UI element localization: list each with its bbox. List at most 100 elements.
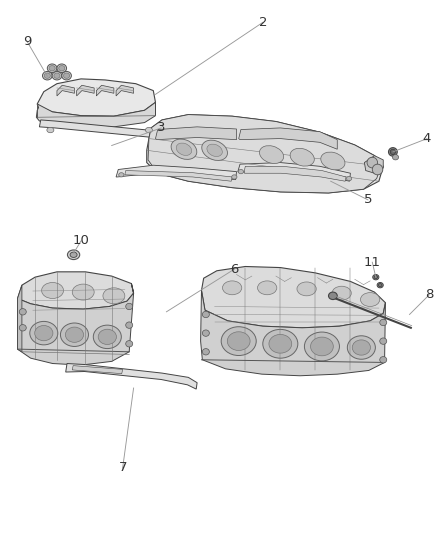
Ellipse shape <box>65 327 84 342</box>
Text: 6: 6 <box>230 263 239 276</box>
Text: 8: 8 <box>425 288 434 301</box>
Polygon shape <box>36 102 155 127</box>
Ellipse shape <box>35 326 53 341</box>
Ellipse shape <box>372 164 383 175</box>
Ellipse shape <box>57 64 67 72</box>
Ellipse shape <box>269 334 292 353</box>
Ellipse shape <box>145 127 152 133</box>
Ellipse shape <box>223 281 242 295</box>
Polygon shape <box>96 85 114 96</box>
Ellipse shape <box>126 303 133 310</box>
Ellipse shape <box>232 175 237 179</box>
Ellipse shape <box>47 64 57 72</box>
Ellipse shape <box>297 282 316 296</box>
Text: 10: 10 <box>73 235 89 247</box>
Ellipse shape <box>380 357 387 363</box>
Ellipse shape <box>19 325 26 331</box>
Polygon shape <box>244 166 346 181</box>
Ellipse shape <box>390 149 396 155</box>
Ellipse shape <box>332 286 351 300</box>
Polygon shape <box>238 163 350 181</box>
Ellipse shape <box>59 66 65 71</box>
Ellipse shape <box>126 322 133 328</box>
Polygon shape <box>155 127 237 140</box>
Ellipse shape <box>304 332 339 361</box>
Ellipse shape <box>42 282 64 298</box>
Ellipse shape <box>374 276 378 279</box>
Ellipse shape <box>202 140 227 160</box>
Ellipse shape <box>64 73 70 78</box>
Ellipse shape <box>321 152 345 170</box>
Ellipse shape <box>52 71 62 80</box>
Ellipse shape <box>202 330 209 336</box>
Ellipse shape <box>392 155 399 160</box>
Ellipse shape <box>380 338 387 344</box>
Ellipse shape <box>72 284 94 300</box>
Ellipse shape <box>202 349 209 355</box>
Ellipse shape <box>346 176 352 181</box>
Ellipse shape <box>44 73 50 78</box>
Ellipse shape <box>54 73 60 78</box>
Polygon shape <box>39 120 167 140</box>
Ellipse shape <box>263 329 298 358</box>
Polygon shape <box>77 85 94 96</box>
Polygon shape <box>148 115 381 193</box>
Ellipse shape <box>30 321 58 345</box>
Text: 7: 7 <box>118 462 127 474</box>
Ellipse shape <box>98 329 117 344</box>
Ellipse shape <box>207 144 223 157</box>
Text: 2: 2 <box>258 16 267 29</box>
Ellipse shape <box>103 288 125 304</box>
Ellipse shape <box>221 327 256 356</box>
Polygon shape <box>201 290 385 376</box>
Ellipse shape <box>311 337 333 356</box>
Ellipse shape <box>126 341 133 347</box>
Ellipse shape <box>67 250 80 260</box>
Ellipse shape <box>119 173 124 177</box>
Ellipse shape <box>378 284 382 287</box>
Ellipse shape <box>259 146 284 164</box>
Polygon shape <box>125 171 232 181</box>
Text: 9: 9 <box>23 35 32 48</box>
Ellipse shape <box>389 148 397 156</box>
Polygon shape <box>147 115 383 193</box>
Text: 5: 5 <box>364 193 372 206</box>
Ellipse shape <box>238 169 244 174</box>
Ellipse shape <box>227 332 250 351</box>
Polygon shape <box>18 272 134 309</box>
Polygon shape <box>201 266 385 328</box>
Ellipse shape <box>93 325 121 349</box>
Text: 11: 11 <box>364 256 381 269</box>
Polygon shape <box>18 285 22 352</box>
Polygon shape <box>364 156 383 173</box>
Ellipse shape <box>352 340 371 355</box>
Polygon shape <box>239 128 337 149</box>
Ellipse shape <box>377 282 383 288</box>
Text: 4: 4 <box>423 132 431 145</box>
Ellipse shape <box>258 281 277 295</box>
Polygon shape <box>66 364 197 389</box>
Polygon shape <box>72 366 123 374</box>
Ellipse shape <box>347 336 375 359</box>
Ellipse shape <box>290 148 314 166</box>
Ellipse shape <box>49 66 55 71</box>
Polygon shape <box>116 85 134 96</box>
Ellipse shape <box>171 139 197 159</box>
Ellipse shape <box>47 127 54 133</box>
Ellipse shape <box>380 319 387 326</box>
Ellipse shape <box>202 311 209 318</box>
Ellipse shape <box>367 157 378 168</box>
Polygon shape <box>18 284 134 365</box>
Ellipse shape <box>42 71 52 80</box>
Ellipse shape <box>360 293 380 306</box>
Ellipse shape <box>176 143 192 156</box>
Polygon shape <box>116 165 237 180</box>
Ellipse shape <box>373 274 379 280</box>
Ellipse shape <box>328 292 337 300</box>
Ellipse shape <box>19 309 26 315</box>
Text: 3: 3 <box>157 122 166 134</box>
Polygon shape <box>37 79 155 116</box>
Ellipse shape <box>60 323 88 346</box>
Polygon shape <box>57 85 74 96</box>
Ellipse shape <box>70 252 77 257</box>
